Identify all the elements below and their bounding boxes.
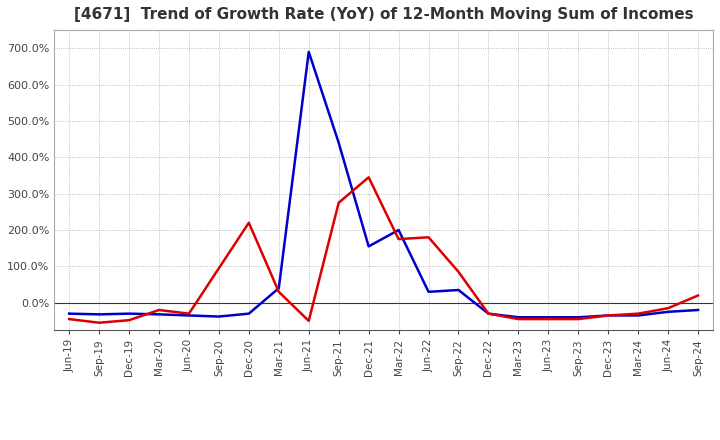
Net Income Growth Rate — [364, 175, 373, 180]
Ordinary Income Growth Rate — [95, 312, 104, 317]
Ordinary Income Growth Rate — [184, 313, 193, 318]
Ordinary Income Growth Rate — [215, 314, 223, 319]
Ordinary Income Growth Rate — [274, 286, 283, 291]
Line: Ordinary Income Growth Rate: Ordinary Income Growth Rate — [69, 52, 698, 317]
Ordinary Income Growth Rate — [664, 309, 672, 315]
Ordinary Income Growth Rate — [305, 49, 313, 55]
Net Income Growth Rate — [305, 318, 313, 323]
Net Income Growth Rate — [604, 313, 613, 318]
Ordinary Income Growth Rate — [634, 313, 642, 318]
Ordinary Income Growth Rate — [245, 311, 253, 316]
Net Income Growth Rate — [245, 220, 253, 225]
Ordinary Income Growth Rate — [454, 287, 463, 293]
Net Income Growth Rate — [155, 308, 163, 313]
Ordinary Income Growth Rate — [544, 315, 553, 320]
Ordinary Income Growth Rate — [514, 315, 523, 320]
Ordinary Income Growth Rate — [125, 311, 133, 316]
Net Income Growth Rate — [125, 318, 133, 323]
Net Income Growth Rate — [454, 269, 463, 275]
Net Income Growth Rate — [215, 266, 223, 271]
Ordinary Income Growth Rate — [364, 244, 373, 249]
Net Income Growth Rate — [274, 289, 283, 294]
Ordinary Income Growth Rate — [604, 313, 613, 318]
Ordinary Income Growth Rate — [574, 315, 582, 320]
Net Income Growth Rate — [664, 305, 672, 311]
Title: [4671]  Trend of Growth Rate (YoY) of 12-Month Moving Sum of Incomes: [4671] Trend of Growth Rate (YoY) of 12-… — [74, 7, 693, 22]
Net Income Growth Rate — [694, 293, 703, 298]
Ordinary Income Growth Rate — [694, 308, 703, 313]
Net Income Growth Rate — [65, 316, 73, 322]
Net Income Growth Rate — [634, 311, 642, 316]
Net Income Growth Rate — [334, 200, 343, 205]
Ordinary Income Growth Rate — [334, 140, 343, 145]
Net Income Growth Rate — [395, 236, 403, 242]
Ordinary Income Growth Rate — [155, 312, 163, 317]
Ordinary Income Growth Rate — [424, 289, 433, 294]
Net Income Growth Rate — [484, 311, 492, 316]
Ordinary Income Growth Rate — [65, 311, 73, 316]
Net Income Growth Rate — [184, 311, 193, 316]
Ordinary Income Growth Rate — [484, 311, 492, 316]
Net Income Growth Rate — [424, 235, 433, 240]
Net Income Growth Rate — [514, 316, 523, 322]
Line: Net Income Growth Rate: Net Income Growth Rate — [69, 177, 698, 323]
Net Income Growth Rate — [95, 320, 104, 325]
Ordinary Income Growth Rate — [395, 227, 403, 233]
Net Income Growth Rate — [574, 316, 582, 322]
Net Income Growth Rate — [544, 316, 553, 322]
